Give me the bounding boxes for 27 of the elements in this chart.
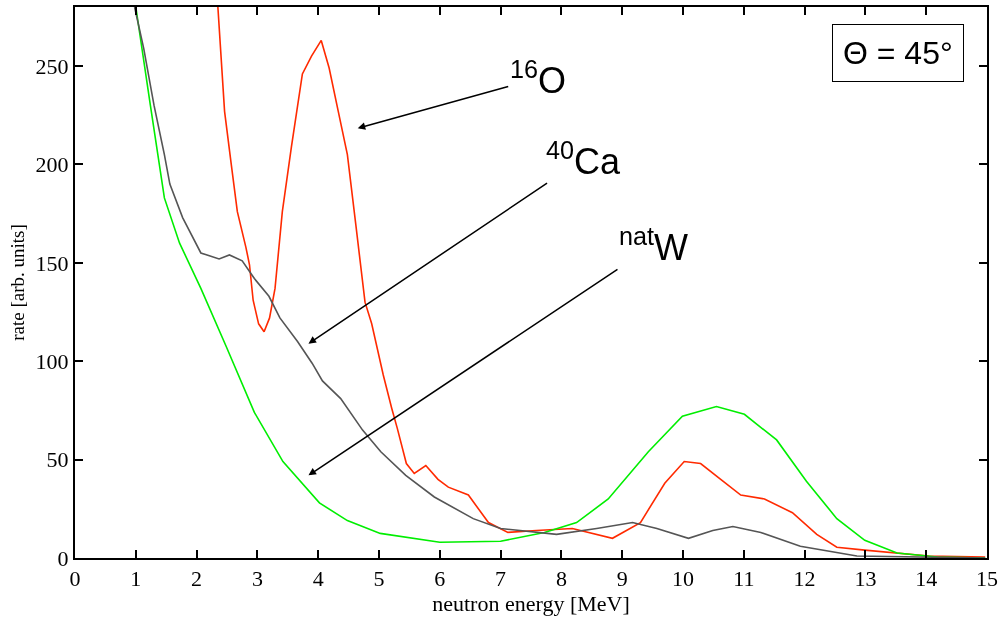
x-axis-title: neutron energy [MeV]	[432, 591, 630, 617]
x-tick-label: 3	[251, 566, 263, 592]
y-tick-label: 250	[35, 53, 69, 79]
x-tick-label: 9	[616, 566, 628, 592]
y-axis-title: rate [arb. units]	[6, 224, 28, 341]
y-tick-label: 100	[35, 348, 69, 374]
x-tick-label: 6	[434, 566, 446, 592]
x-tick-label: 4	[312, 566, 324, 592]
x-tick-label: 15	[976, 566, 998, 592]
x-tick-label: 5	[373, 566, 385, 592]
x-tick-label: 14	[915, 566, 938, 592]
y-tick-label: 200	[35, 152, 69, 178]
y-tick-label: 0	[57, 545, 69, 571]
x-tick-label: 2	[191, 566, 203, 592]
x-tick-label: 12	[793, 566, 816, 592]
y-tick-label: 50	[46, 447, 69, 473]
x-tick-label: 1	[130, 566, 142, 592]
annotation: $^{nat}$W	[619, 222, 689, 269]
annotation: $^{40}$Ca	[546, 136, 622, 183]
x-tick-label: 10	[672, 566, 694, 592]
annotation: Θ = 45°	[843, 35, 953, 71]
y-tick-label: 150	[35, 250, 69, 276]
x-tick-label: 11	[733, 566, 755, 592]
x-tick-label: 13	[854, 566, 877, 592]
x-tick-label: 7	[495, 566, 507, 592]
annotation: $^{16}$O	[510, 55, 567, 102]
x-tick-label: 8	[555, 566, 567, 592]
